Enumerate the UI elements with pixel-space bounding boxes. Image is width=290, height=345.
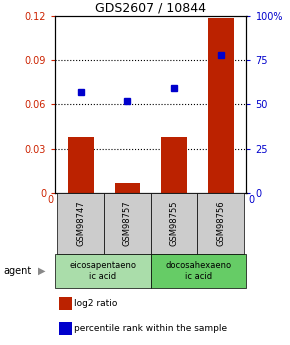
Text: 0: 0 [249, 195, 255, 205]
Bar [208, 19, 234, 193]
Bar [151, 193, 197, 254]
Bar [68, 137, 94, 193]
Title: GDS2607 / 10844: GDS2607 / 10844 [95, 1, 206, 14]
Bar [151, 254, 246, 288]
Text: GSM98747: GSM98747 [76, 200, 85, 246]
Text: docosahexaeno
ic acid: docosahexaeno ic acid [166, 261, 232, 281]
Text: agent: agent [3, 266, 31, 276]
Text: GSM98755: GSM98755 [170, 201, 179, 246]
Text: GSM98757: GSM98757 [123, 200, 132, 246]
Text: log2 ratio: log2 ratio [74, 299, 117, 308]
Bar [161, 137, 187, 193]
Bar [59, 322, 72, 335]
Text: percentile rank within the sample: percentile rank within the sample [74, 324, 227, 333]
Text: GSM98756: GSM98756 [216, 200, 225, 246]
Bar [197, 193, 244, 254]
Text: eicosapentaeno
ic acid: eicosapentaeno ic acid [69, 261, 137, 281]
Text: ▶: ▶ [38, 266, 46, 276]
Bar [57, 193, 104, 254]
Bar [59, 297, 72, 310]
Bar [115, 183, 140, 193]
Bar [55, 254, 151, 288]
Text: 0: 0 [47, 195, 53, 205]
Bar [104, 193, 151, 254]
